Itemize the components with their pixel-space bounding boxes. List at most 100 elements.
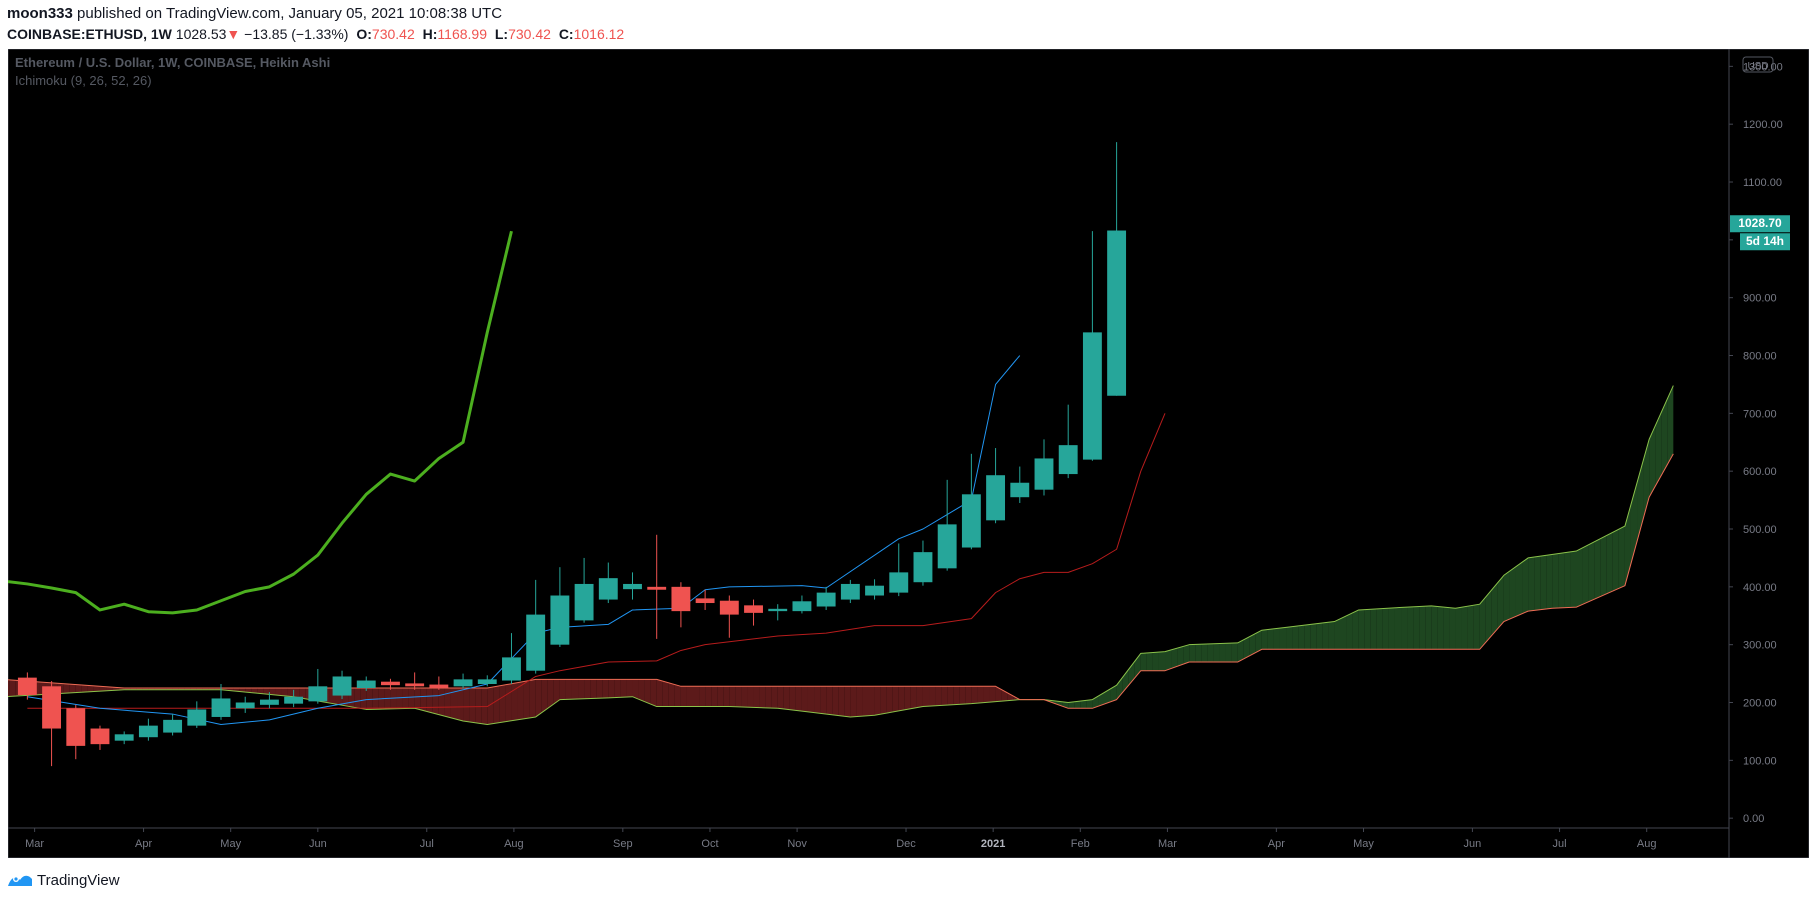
cloud-segment [1419,606,1426,650]
cloud-segment [1068,701,1075,709]
currency-badge [1742,56,1774,73]
last-price-tag-label: 1028.70 [1738,216,1782,230]
cloud-segment [1443,607,1450,650]
cloud-segment [106,686,113,691]
footer-brand[interactable]: TradingView [37,871,120,889]
cloud-segment [935,686,942,706]
cloud-segment [69,684,76,693]
candle-body [1107,230,1127,396]
cloud-segment [910,686,917,709]
cloud-segment [1449,607,1456,650]
candle-body [550,595,570,645]
time-tick-label: Mar [1158,838,1177,850]
time-tick-label: Jul [420,838,434,850]
chart-background [8,49,1809,858]
cloud-segment [1207,643,1214,663]
cloud-segment [1080,700,1087,709]
price-tick-label: 1200.00 [1743,119,1783,131]
countdown-tag-label: 5d 14h [1746,234,1784,248]
cloud-segment [1509,566,1516,619]
price-chart[interactable]: 0.00 100.00 200.00 300.00 400.00 500.00 600.00… [8,49,1809,858]
cloud-segment [711,686,718,707]
tradingview-logo-icon[interactable] [7,871,33,889]
cloud-segment [1431,605,1438,650]
cloud-segment [795,686,802,712]
cloud-segment [571,679,579,700]
cloud-segment [765,686,772,709]
candle-body [695,598,715,604]
candle-body [235,702,255,709]
candles [17,142,1127,767]
cloud-segment [1522,557,1529,614]
cloud-segment [662,681,669,707]
candle-body [187,709,207,726]
cloud-segment [1413,606,1420,650]
cloud-segment [1225,643,1232,663]
cloud-segment [1249,633,1256,656]
time-tick-label: Jun [1464,838,1482,850]
cloud-segment [269,688,276,695]
symbol-label: COINBASE:ETHUSD, 1W [7,26,172,42]
candle-body [66,708,86,746]
cloud-segment [1552,553,1559,609]
price-tick-label: 1100.00 [1743,177,1782,189]
cloud-segment [1140,652,1147,671]
publisher-name[interactable]: moon333 [7,5,73,22]
cloud-segment [499,684,506,723]
cloud-segment [747,686,754,708]
candle-body [114,734,134,741]
cloud-segment [275,688,282,696]
cloud-segment [832,686,839,716]
cloud-segment [699,686,706,707]
cloud-segment [75,684,82,693]
candle-body [356,680,376,689]
cloud-segment [517,681,524,720]
candle-body [574,583,594,621]
cloud-segment [771,686,778,709]
high-value: 1168.99 [437,26,487,42]
cloud-segment [632,679,639,700]
legend-indicator[interactable]: Ichimoku (9, 26, 52, 26) [15,73,152,88]
cloud-segment [614,679,621,698]
cloud-segment [1104,688,1111,704]
candle-body [961,494,981,548]
cloud-segment [1588,541,1595,602]
cloud-segment [1503,570,1510,622]
cloud-segment [1292,625,1299,650]
cloud-segment [856,686,863,717]
cloud-segment [656,679,663,707]
candle-body [1058,445,1078,475]
low-label: L: [494,26,509,42]
time-tick-label: May [220,838,241,850]
cloud-segment [535,679,542,717]
candle-body [502,657,521,681]
time-scale[interactable]: Mar Apr May Jun Jul Aug Sep Oct Nov Dec 2021 Feb Mar… [25,828,1656,850]
cloud-segment [947,686,954,706]
candle-body [138,725,158,738]
cloud-segment [1231,642,1238,663]
cloud-segment [814,686,821,714]
candle-body [792,601,812,612]
cloud-segment [1158,651,1166,671]
cloud-segment [1056,701,1063,707]
time-tick-label: Mar [25,838,44,850]
price-tick-label: 200.00 [1743,698,1777,710]
candle-body [17,677,37,695]
cloud-segment [511,682,518,721]
candle-body [744,605,763,613]
cloud-segment [281,688,288,697]
candle-body [840,583,860,600]
cloud-segment [99,686,107,692]
cloud-segment [547,679,554,709]
chart-area[interactable]: 0.00 100.00 200.00 300.00 400.00 500.00 600.00… [8,49,1809,858]
candle-body [623,583,642,590]
candle-body [647,586,667,590]
cloud-segment [1370,608,1377,650]
cloud-segment [1479,596,1486,650]
cloud-segment [584,679,591,699]
cloud-segment [1237,639,1244,663]
cloud-segment [1340,615,1347,650]
candle-body [42,686,62,729]
price-tick-label: 600.00 [1743,466,1777,478]
cloud-segment [850,686,857,717]
